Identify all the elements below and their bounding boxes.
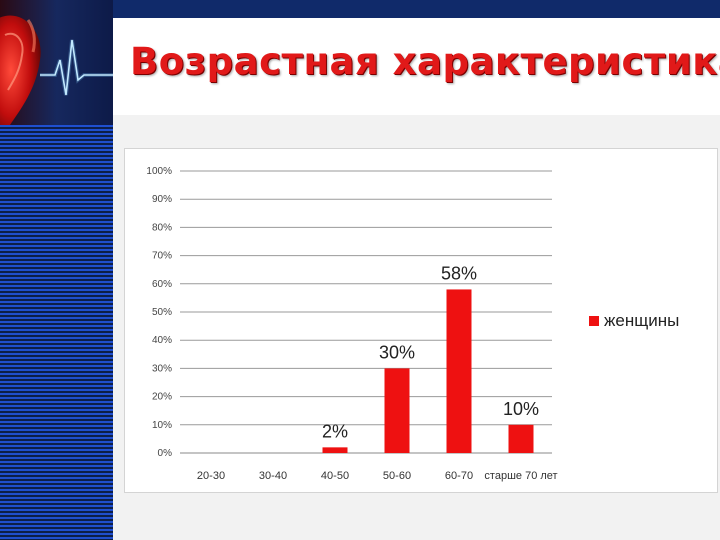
y-tick-label: 10% [152,420,172,431]
y-tick-label: 70% [152,251,172,262]
striped-pattern [0,125,113,540]
legend-swatch [589,316,599,326]
x-tick-label: 50-60 [383,470,411,482]
heart-ecg-image [0,0,113,125]
bar-60-70 [446,289,472,453]
x-tick-label: 60-70 [445,470,473,482]
chart-frame: 0% 10% 20% 30% 40% 50% 60% 70% 80% 90% 100% 20-30 30… [124,148,718,493]
x-tick-label: 20-30 [197,470,225,482]
data-label: 10% [503,399,539,419]
slide-title: Возрастная характеристика [130,40,720,83]
y-tick-label: 0% [158,448,173,459]
data-label: 30% [379,342,415,362]
header-band [113,0,720,18]
y-tick-label: 60% [152,279,172,290]
y-tick-label: 90% [152,194,172,205]
x-tick-label: старше 70 лет [484,470,557,482]
y-tick-label: 100% [146,166,172,177]
bar-40-50 [322,447,348,453]
y-tick-label: 40% [152,335,172,346]
legend-label: женщины [604,311,679,330]
bar-50-60 [384,368,410,453]
y-tick-label: 30% [152,363,172,374]
y-tick-label: 80% [152,222,172,233]
y-tick-label: 50% [152,307,172,318]
y-tick-label: 20% [152,392,172,403]
data-label: 2% [322,421,348,441]
bar-chart: 0% 10% 20% 30% 40% 50% 60% 70% 80% 90% 100% 20-30 30… [146,166,679,482]
title-area [113,18,720,115]
data-label: 58% [441,263,477,283]
left-decorative-strip [0,0,113,540]
bar-старше 70 лет [508,424,534,453]
x-tick-label: 40-50 [321,470,349,482]
x-tick-label: 30-40 [259,470,287,482]
